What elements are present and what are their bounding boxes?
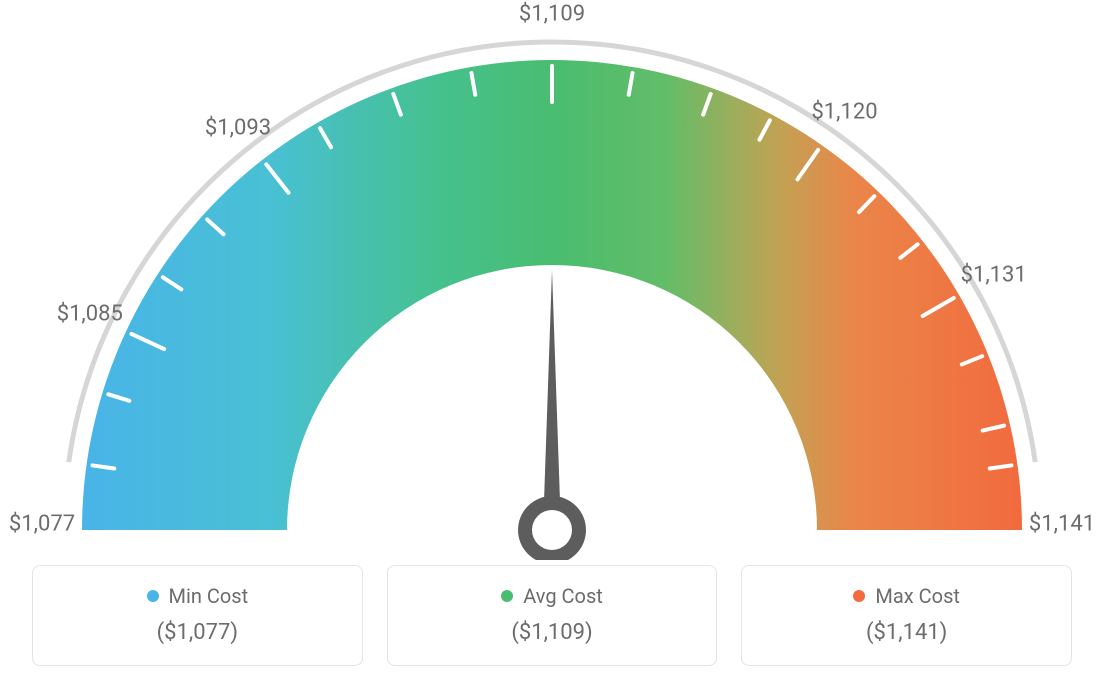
summary-cards: Min Cost ($1,077) Avg Cost ($1,109) Max … xyxy=(32,565,1072,666)
min-cost-card: Min Cost ($1,077) xyxy=(32,565,363,666)
gauge-tick-label: $1,077 xyxy=(9,512,75,537)
gauge-tick-label: $1,109 xyxy=(519,2,585,27)
dot-icon xyxy=(147,590,159,602)
gauge-chart: $1,077 $1,085 $1,093 $1,109 $1,120 $1,131 $1,1… xyxy=(0,0,1104,560)
dot-icon xyxy=(501,590,513,602)
dot-icon xyxy=(853,590,865,602)
gauge-tick-label: $1,141 xyxy=(1029,512,1095,537)
avg-cost-card: Avg Cost ($1,109) xyxy=(387,565,718,666)
max-cost-card: Max Cost ($1,141) xyxy=(741,565,1072,666)
gauge-tick-label: $1,120 xyxy=(811,100,877,125)
card-head: Avg Cost xyxy=(501,584,603,608)
min-cost-value: ($1,077) xyxy=(157,620,238,645)
card-head: Max Cost xyxy=(853,584,960,608)
avg-cost-title: Avg Cost xyxy=(523,584,603,608)
avg-cost-value: ($1,109) xyxy=(511,620,592,645)
min-cost-title: Min Cost xyxy=(169,584,249,608)
gauge-tick-label: $1,131 xyxy=(961,263,1027,288)
gauge-tick-label: $1,085 xyxy=(57,302,123,327)
gauge-tick-label: $1,093 xyxy=(205,116,271,141)
gauge-svg xyxy=(0,0,1104,560)
max-cost-title: Max Cost xyxy=(875,584,960,608)
card-head: Min Cost xyxy=(147,584,249,608)
max-cost-value: ($1,141) xyxy=(866,620,947,645)
